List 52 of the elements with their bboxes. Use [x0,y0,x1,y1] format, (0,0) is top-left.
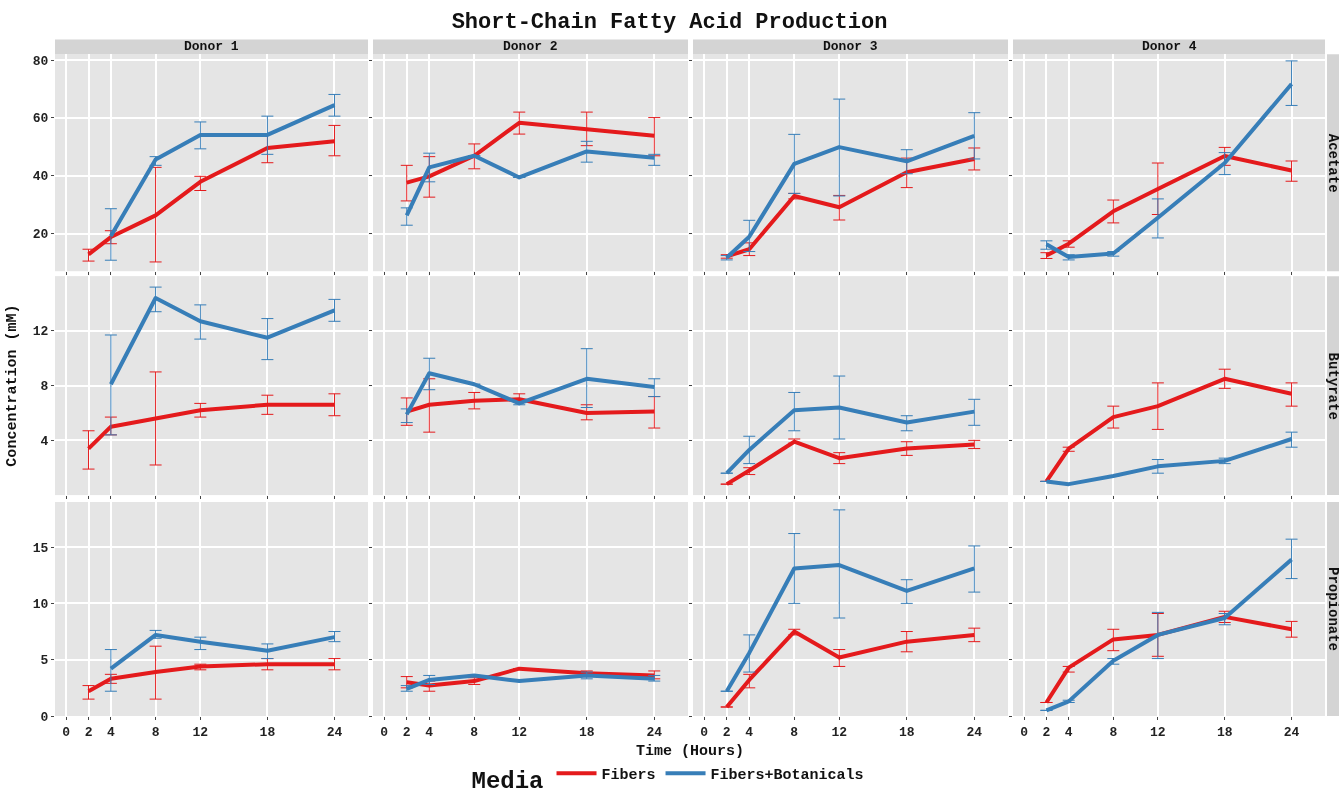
annotation: Acetate [1324,133,1339,193]
text: Propionate [1325,567,1339,652]
x-tick-label: 24 [646,724,663,740]
x-tick-label: 2 [84,724,93,740]
x-tick-label: 12 [1150,724,1166,740]
x-tick-label: 4 [1064,724,1073,740]
x-tick-label: 4 [745,724,754,740]
chart-subtitle: Donor 2 [503,39,558,54]
x-tick-label: 4 [106,724,115,740]
legend-title: Media [471,768,544,796]
x-tick-label: 24 [1283,724,1300,740]
x-tick-label: 18 [1216,724,1233,740]
x-tick-label: 0 [62,724,71,740]
x-tick-label: 12 [192,724,209,740]
legend-label: Fibers [601,767,656,785]
x-tick-label: 18 [578,724,595,740]
y-tick-label: 5 [40,653,49,669]
y-tick-label: 20 [32,227,49,243]
chart-subtitle: Donor 3 [823,39,878,54]
x-tick-label: 18 [898,724,915,740]
x-axis-title: Time (Hours) [636,743,745,760]
y-tick-label: 0 [40,709,49,725]
y-tick-label: 40 [32,169,49,185]
annotation: Butyrate [1324,352,1339,420]
x-tick-label: 2 [402,724,411,740]
x-tick-label: 8 [151,724,160,740]
x-tick-label: 24 [966,724,983,740]
x-tick-label: 0 [700,724,709,740]
x-tick-label: 0 [1020,724,1029,740]
y-tick-label: 4 [40,433,49,449]
x-tick-label: 0 [380,724,389,740]
y-tick-label: 10 [32,596,49,612]
x-tick-label: 2 [1042,724,1051,740]
y-tick-label: 12 [32,324,49,340]
y-tick-label: 15 [32,540,49,556]
x-tick-label: 8 [1109,724,1118,740]
x-tick-label: 2 [722,724,731,740]
y-tick-label: 80 [32,53,49,69]
x-tick-label: 24 [326,724,343,740]
y-axis-title: Concentration (mM) [4,304,22,467]
x-tick-label: 8 [790,724,799,740]
chart-subtitle: Donor 1 [184,39,239,54]
y-tick-label: 8 [40,379,49,395]
x-tick-label: 4 [425,724,434,740]
legend-label: Fibers+Botanicals [710,767,864,785]
x-tick-label: 12 [831,724,848,740]
x-tick-label: 12 [511,724,528,740]
y-tick-label: 60 [32,111,49,127]
x-tick-label: 18 [259,724,276,740]
x-tick-label: 8 [470,724,479,740]
chart-subtitle: Donor 4 [1142,39,1197,54]
chart-title: Short-Chain Fatty Acid Production [451,9,888,35]
